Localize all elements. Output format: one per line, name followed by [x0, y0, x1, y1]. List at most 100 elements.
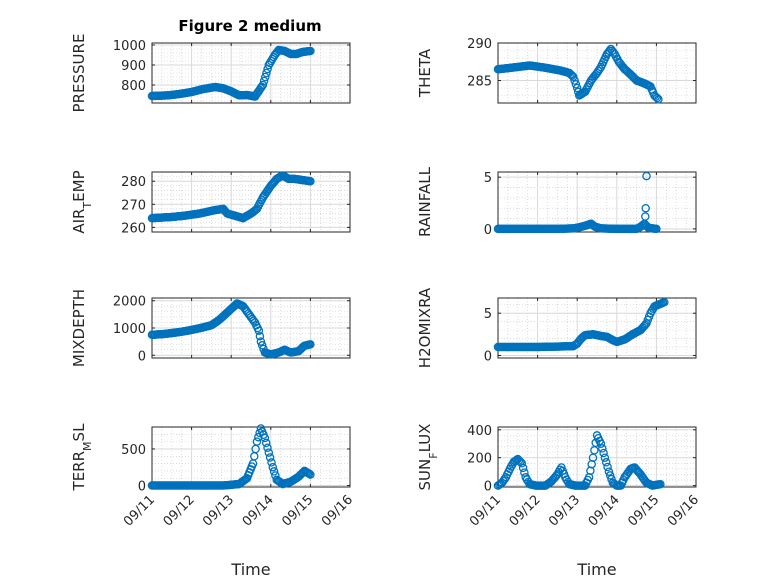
data-point	[257, 341, 267, 350]
y-tick-label: 0	[138, 349, 146, 364]
y-tick-label: 280	[121, 175, 146, 190]
y-axis-label-subscript: T	[81, 202, 94, 210]
data-point	[599, 448, 608, 458]
y-axis-label: TERRMSL	[70, 423, 94, 492]
y-axis-label: THETA	[416, 48, 434, 98]
data-point	[259, 76, 269, 86]
data-point	[605, 471, 615, 480]
data-point	[271, 471, 280, 480]
data-point	[601, 458, 611, 467]
data-point	[639, 321, 649, 331]
y-axis-label: AIRTEMP	[70, 170, 94, 233]
data-point	[641, 320, 650, 329]
y-tick-label: 0	[484, 480, 492, 495]
y-axis-label-main: AIR	[70, 209, 88, 234]
y-axis-label-main: THETA	[416, 48, 434, 98]
y-tick-label: 2000	[113, 295, 146, 310]
y-axis-label-main: MIXDEPTH	[70, 289, 88, 367]
data-point	[607, 474, 616, 484]
data-point	[518, 463, 528, 473]
data-point	[660, 297, 669, 307]
data-point	[260, 433, 270, 443]
data-point	[306, 176, 315, 186]
y-tick-label: 5	[484, 171, 492, 186]
data-point	[566, 70, 575, 79]
data-point	[604, 467, 614, 476]
y-tick-label: 0	[138, 480, 146, 495]
data-point	[267, 458, 276, 467]
y-tick-label: 500	[121, 443, 146, 458]
y-tick-label: 800	[121, 79, 146, 94]
x-axis-label: Time	[230, 560, 270, 579]
y-axis-label-subscript: M	[81, 441, 94, 451]
data-point	[641, 203, 650, 213]
y-tick-label: 0	[484, 349, 492, 364]
y-tick-label: 290	[467, 37, 492, 52]
figure-title: Figure 2 medium	[178, 17, 321, 35]
data-point	[262, 68, 271, 78]
data-point	[641, 212, 650, 221]
data-point	[570, 76, 579, 85]
y-tick-label: 270	[121, 198, 146, 213]
data-point	[567, 71, 577, 80]
data-point	[261, 72, 270, 82]
data-point	[500, 474, 509, 484]
data-point	[254, 326, 264, 335]
y-axis-label-main: TERR	[70, 451, 88, 492]
y-axis-label: PRESSURE	[70, 34, 88, 113]
data-point	[568, 72, 578, 82]
y-axis-label: H2OMIXRA	[416, 287, 434, 368]
y-tick-label: 200	[467, 452, 492, 467]
data-point	[520, 468, 529, 477]
data-point	[261, 438, 271, 448]
data-point	[306, 340, 315, 349]
subplot-5: 0 1000 2000 MIXDEPTH	[70, 289, 351, 367]
x-axis-label: Time	[576, 560, 616, 579]
axes-box	[497, 426, 697, 488]
data-point	[603, 462, 612, 472]
data-point	[514, 456, 524, 465]
y-axis-label: RAINFALL	[416, 166, 434, 237]
axes-box	[151, 42, 351, 104]
y-axis-label-main: H2OMIXRA	[416, 287, 434, 368]
data-point	[256, 337, 266, 346]
y-tick-label: 1000	[113, 39, 146, 54]
axes-box	[151, 426, 351, 488]
y-tick-label: 0	[484, 223, 492, 238]
data-point	[656, 479, 665, 489]
data-point	[269, 467, 279, 476]
y-tick-label: 400	[467, 424, 492, 439]
data-point	[572, 83, 582, 93]
data-point	[255, 331, 265, 341]
data-point	[306, 470, 315, 479]
data-point	[596, 439, 606, 448]
axes-box	[497, 297, 697, 359]
data-point	[654, 95, 663, 104]
data-point	[258, 80, 268, 90]
data-point	[249, 316, 258, 325]
data-point	[306, 46, 315, 56]
data-point	[609, 48, 618, 57]
subplot-6: 0 5 H2OMIXRA	[416, 287, 697, 368]
y-axis-label-subscript: F	[427, 452, 440, 458]
subplot-1: 800 900 1000 PRESSURE	[70, 34, 351, 113]
data-point	[517, 459, 527, 468]
subplot-grid: 800 900 1000 PRESSURE 285 290 THETA 260 270 280 AI…	[70, 34, 702, 579]
data-point	[651, 92, 660, 102]
data-point	[652, 224, 661, 234]
subplot-4: 0 5 RAINFALL	[416, 166, 697, 238]
data-point	[642, 171, 651, 181]
y-axis-label-main: PRESSURE	[70, 34, 88, 113]
data-point	[600, 453, 610, 462]
y-axis-label: MIXDEPTH	[70, 289, 88, 367]
y-tick-label: 900	[121, 59, 146, 74]
y-tick-label: 285	[467, 75, 492, 90]
data-point	[264, 448, 274, 457]
subplot-3: 260 270 280 AIRTEMP	[70, 170, 351, 236]
axes-box	[497, 171, 697, 233]
y-axis-label-suffix: LUX	[416, 424, 434, 453]
y-axis-label-suffix: SL	[70, 423, 88, 442]
y-axis-label-suffix: EMP	[70, 170, 88, 201]
